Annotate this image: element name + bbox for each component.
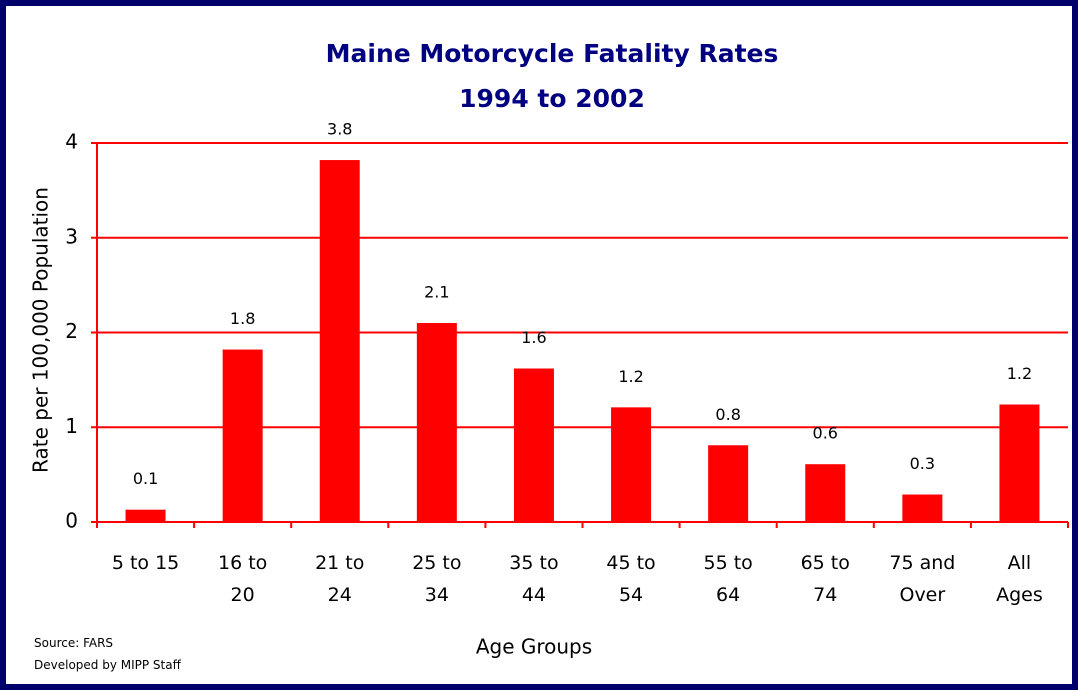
bar — [416, 323, 457, 522]
bar — [805, 464, 846, 522]
y-tick-label: 1 — [65, 414, 78, 438]
value-label: 1.2 — [1007, 364, 1032, 383]
y-tick-label: 0 — [65, 509, 78, 533]
y-tick-label: 3 — [65, 224, 78, 248]
bar — [125, 509, 166, 522]
bar — [319, 160, 360, 522]
x-tick-label: 21 to 24 — [315, 552, 365, 606]
source-note: Source: FARS — [34, 636, 114, 650]
x-tick-label: 25 to 34 — [412, 552, 462, 606]
x-axis-label: Age Groups — [476, 635, 592, 659]
value-label: 0.3 — [910, 454, 935, 473]
value-label: 1.2 — [618, 367, 643, 386]
value-label: 1.6 — [521, 328, 546, 347]
value-label: 2.1 — [424, 283, 449, 302]
x-tick-label: 5 to 15 — [111, 552, 180, 574]
value-label: 0.1 — [133, 469, 158, 488]
chart-subtitle: 1994 to 2002 — [459, 84, 645, 113]
chart-title: Maine Motorcycle Fatality Rates — [326, 39, 779, 68]
x-tick-label: 35 to 44 — [509, 552, 559, 606]
bar — [611, 407, 652, 522]
bar — [513, 368, 554, 522]
bar — [222, 349, 263, 522]
bar — [999, 404, 1040, 522]
y-tick-label: 2 — [65, 319, 78, 343]
bar — [708, 445, 749, 522]
value-label: 0.6 — [813, 424, 838, 443]
x-tick-label: All Ages — [996, 552, 1043, 606]
value-label: 1.8 — [230, 309, 255, 328]
x-tick-label: 16 to 20 — [217, 552, 268, 606]
x-tick-label: 75 and Over — [889, 552, 956, 606]
value-label: 3.8 — [327, 120, 352, 139]
bar — [902, 494, 943, 522]
x-tick-label: 65 to 74 — [800, 552, 850, 606]
x-tick-label: 55 to 64 — [703, 552, 753, 606]
x-tick-label: 45 to 54 — [606, 552, 656, 606]
credit-note: Developed by MIPP Staff — [34, 658, 181, 672]
value-label: 0.8 — [715, 405, 740, 424]
y-tick-label: 4 — [65, 130, 78, 154]
y-axis-label: Rate per 100,000 Population — [29, 187, 53, 473]
